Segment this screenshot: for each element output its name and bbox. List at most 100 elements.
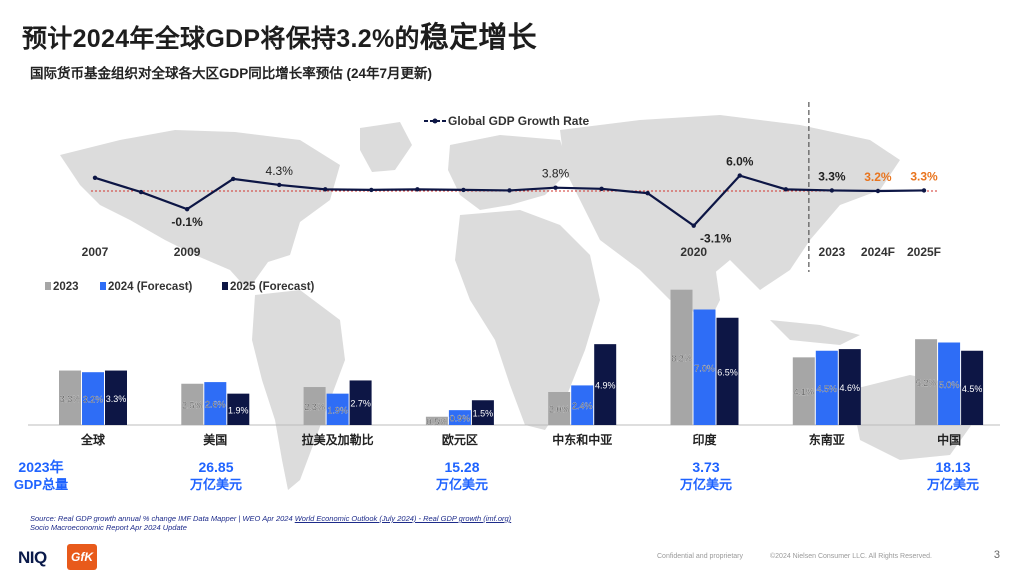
bar-value-东南亚-2023: 4.1% [794,387,815,397]
gdp-total-eurozone: 15.28 万亿美元 [426,458,498,493]
gdp-point-2024F [875,188,881,194]
bar-value-欧元区-2025 (Forecast): 1.5% [473,409,494,419]
bar-中国-2024 (Forecast) [938,342,961,425]
bar-美国-2024 (Forecast) [204,382,227,425]
source-line1-prefix: Source: Real GDP growth annual % change … [30,514,295,523]
bar-value-中东和中亚-2023: 2.0% [549,405,570,415]
source-note: Source: Real GDP growth annual % change … [30,514,511,532]
bar-legend-label-2: 2025 (Forecast) [230,281,315,293]
bar-印度-2024 (Forecast) [693,309,716,425]
bar-value-印度-2025 (Forecast): 6.5% [717,367,738,377]
gdp-point-2007 [92,175,98,180]
bar-value-中国-2023: 5.2% [916,378,937,388]
gdp-total-us-value: 26.85 [198,459,234,475]
gdp-point-2011 [277,182,282,188]
gdp-point-2018 [599,186,604,191]
bar-value-拉美及加勒比-2024 (Forecast): 1.9% [327,405,348,415]
gdp-point-2012 [323,187,328,192]
bar-东南亚-2024 (Forecast) [815,350,838,425]
map-south-america [252,290,345,490]
line-legend-label: Global GDP Growth Rate [448,114,589,128]
footer-copyright: ©2024 Nielsen Consumer LLC. All Rights R… [770,553,932,560]
bar-value-东南亚-2024 (Forecast): 4.5% [817,384,838,394]
bar-value-全球-2024 (Forecast): 3.2% [83,395,104,405]
bar-美国-2023 [181,383,204,425]
category-label-印度: 印度 [692,432,717,447]
bar-全球-2025 (Forecast) [105,370,127,425]
x-label-2024F: 2024F [861,245,895,259]
bar-value-全球-2023: 3.3% [60,394,81,404]
gdp-point-2013 [369,187,374,193]
gdp-point-2014 [415,187,420,192]
bar-中东和中亚-2023 [548,392,571,425]
bar-legend-swatch-1 [100,282,106,290]
gdp-total-china-value: 18.13 [935,459,971,475]
bar-value-欧元区-2024 (Forecast): 0.9% [450,414,471,424]
bar-中东和中亚-2024 (Forecast) [571,385,594,425]
world-map-background [60,115,975,490]
bar-欧元区-2025 (Forecast) [471,400,494,425]
gdp-point-2010 [230,176,236,182]
gfk-logo: GfK [67,544,97,570]
bar-value-欧元区-2023: 0.5% [427,417,448,427]
regional-gdp-bar-chart: 2023 2024 (Forecast) 2025 (Forecast)3.3% 3.… [28,281,1000,447]
page-subtitle: 国际货币基金组织对全球各大区GDP同比增长率预估 (24年7月更新) [30,66,433,81]
gdp-total-india-value: 3.73 [692,459,720,475]
line-legend-marker [432,118,438,124]
x-label-2009: 2009 [174,245,201,259]
category-label-欧元区: 欧元区 [442,432,478,447]
bar-拉美及加勒比-2023 [303,387,326,425]
bar-拉美及加勒比-2024 (Forecast) [326,393,349,425]
gdp-label-2017: 3.8% [542,167,570,181]
bar-value-拉美及加勒比-2025 (Forecast): 2.7% [350,399,371,409]
gdp-total-eurozone-unit: 万亿美元 [435,477,488,492]
category-label-美国: 美国 [203,432,227,447]
gdp-point-2025F [921,188,927,193]
gdp-point-2023 [829,188,835,193]
gdp-point-2015 [461,187,466,193]
map-asia [560,115,900,300]
gdp-point-2022 [783,187,789,192]
footer-confidential: Confidential and proprietary [657,553,743,560]
bar-value-印度-2024 (Forecast): 7.0% [694,363,715,373]
bar-中国-2025 (Forecast) [961,350,984,425]
niq-logo: NIQ [18,548,47,567]
x-label-2025F: 2025F [907,245,941,259]
bar-value-印度-2023: 8.2% [671,353,692,363]
bar-value-中国-2024 (Forecast): 5.0% [939,380,960,390]
bar-全球-2024 (Forecast) [82,372,104,425]
x-label-2007: 2007 [82,245,109,259]
gdp-label-2020: -3.1% [700,232,732,246]
gdp-label-2025F: 3.3% [910,169,938,183]
gdp-total-us-unit: 万亿美元 [189,477,242,492]
gdp-point-2009 [184,206,190,212]
bar-欧元区-2023 [425,416,448,425]
bar-东南亚-2025 (Forecast) [838,349,861,425]
bar-value-美国-2024 (Forecast): 2.6% [205,400,226,410]
bar-印度-2023 [670,289,693,425]
title-main: 预计2024年全球GDP将保持3.2%的 [22,25,420,53]
gdp-label-2021: 6.0% [726,155,754,169]
bar-全球-2023 [59,370,81,425]
map-greenland [360,122,412,172]
bar-中东和中亚-2025 (Forecast) [594,344,617,425]
gdp-total-eurozone-value: 15.28 [444,459,480,475]
bar-欧元区-2024 (Forecast) [448,410,471,425]
gdp-label-2024F: 3.2% [864,170,892,184]
category-label-中东和中亚: 中东和中亚 [552,432,612,447]
gdp-point-2021 [737,173,742,178]
bar-value-全球-2025 (Forecast): 3.3% [106,394,127,404]
gdp-total-india: 3.73 万亿美元 [670,458,742,493]
gdp-point-2017 [553,185,558,190]
bar-value-中东和中亚-2025 (Forecast): 4.9% [595,381,616,391]
bar-legend-label-1: 2024 (Forecast) [108,281,193,293]
source-link[interactable]: World Economic Outlook (July 2024) - Rea… [294,514,512,523]
bar-印度-2025 (Forecast) [716,317,739,425]
bar-legend-swatch-2 [222,282,228,290]
gdp-total-us: 26.85 万亿美元 [180,458,252,493]
bar-value-中东和中亚-2024 (Forecast): 2.4% [572,401,593,411]
gdp-point-2019 [645,191,650,196]
bar-中国-2023 [915,339,938,425]
gdp-label-2009: -0.1% [171,215,203,229]
page-number: 3 [993,549,1000,561]
